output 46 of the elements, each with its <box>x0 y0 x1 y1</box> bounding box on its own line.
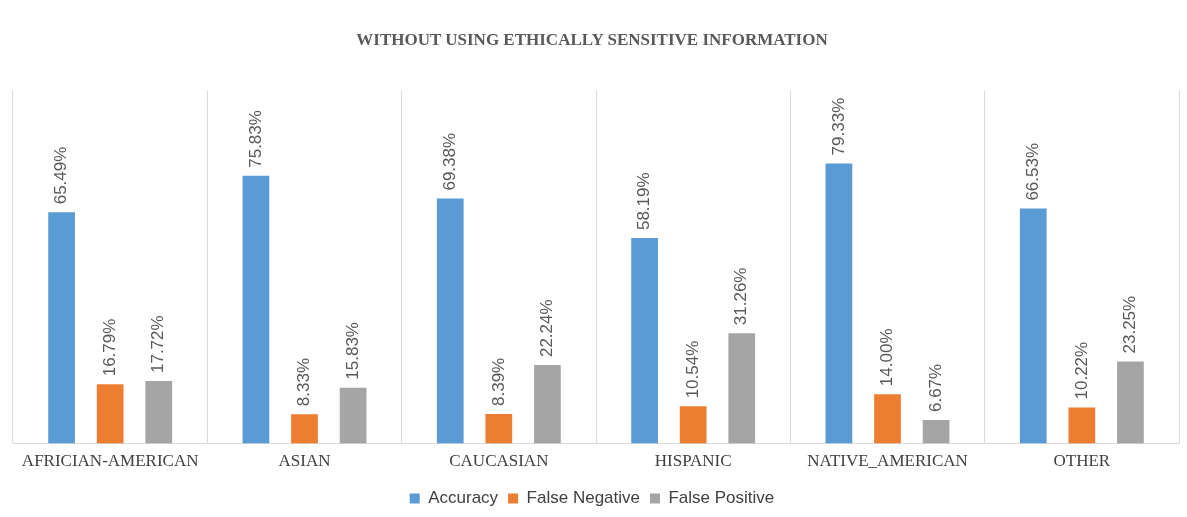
legend-label: False Positive <box>668 488 775 508</box>
data-label: 65.49% <box>51 146 71 205</box>
data-label: 75.83% <box>245 110 265 168</box>
data-label: 66.53% <box>1022 142 1042 201</box>
data-label: 6.67% <box>925 363 945 413</box>
bar <box>242 175 270 444</box>
bar <box>96 384 124 444</box>
bar <box>631 238 658 444</box>
data-label: 58.19% <box>634 172 654 231</box>
data-label: 23.25% <box>1120 295 1140 354</box>
bar <box>485 413 513 444</box>
legend-label: False Negative <box>526 488 640 508</box>
bar <box>534 365 561 444</box>
bar <box>1068 407 1096 444</box>
chart-title: WITHOUT USING ETHICALLY SENSITIVE INFORMATION <box>356 29 829 49</box>
data-label: 15.83% <box>342 322 362 380</box>
bar <box>1117 361 1144 444</box>
x-tick-label: CAUCASIAN <box>449 451 549 471</box>
bar <box>145 381 173 444</box>
data-label: 10.54% <box>682 340 702 399</box>
data-label: 8.33% <box>294 357 314 407</box>
data-label: 8.39% <box>488 357 508 406</box>
bar <box>825 163 853 444</box>
data-label: 22.24% <box>537 299 557 358</box>
bar <box>874 394 901 444</box>
bar <box>436 198 464 444</box>
legend-label: Accuracy <box>428 488 499 508</box>
bar <box>48 212 75 444</box>
data-label: 14.00% <box>877 328 897 387</box>
bar <box>922 420 950 444</box>
x-tick-label: OTHER <box>1053 451 1111 471</box>
x-tick-label: ASIAN <box>278 451 331 471</box>
x-tick-label: NATIVE_AMERICAN <box>807 451 968 471</box>
x-tick-label: HISPANIC <box>654 451 732 471</box>
data-label: 79.33% <box>828 97 848 156</box>
data-label: 69.38% <box>439 132 459 191</box>
data-label: 31.26% <box>731 267 751 326</box>
bar <box>339 387 367 444</box>
data-label: 16.79% <box>99 318 119 377</box>
x-tick-label: AFRICIAN-AMERICAN <box>21 451 199 471</box>
data-label: 17.72% <box>148 315 168 374</box>
bar <box>728 333 756 444</box>
data-label: 10.22% <box>1071 341 1091 400</box>
bar <box>291 414 318 444</box>
bar <box>1019 208 1047 444</box>
bar <box>679 406 707 444</box>
